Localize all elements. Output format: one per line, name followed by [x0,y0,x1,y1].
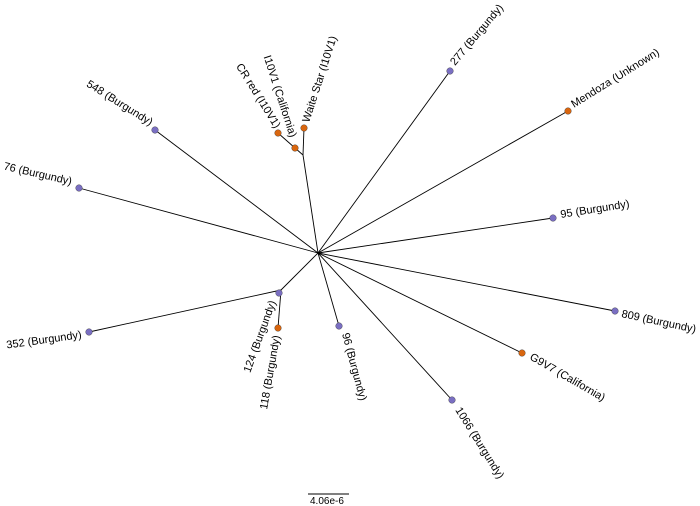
tree-tips [75,67,619,404]
tree-branches [78,70,616,401]
tip-label-t1066: 1066 (Burgundy) [452,405,506,481]
tip-label-t352: 352 (Burgundy) [6,329,83,351]
tip-label-t809: 809 (Burgundy) [620,308,697,336]
branch-tg9v7 [317,252,523,354]
tip-node-t277 [446,67,454,75]
branch-t76 [78,187,319,254]
tip-label-tmend: Mendoza (Unknown) [569,47,661,111]
tip-node-t352 [85,328,93,336]
tip-node-t76 [75,184,83,192]
tip-label-t548: 548 (Burgundy) [84,78,155,128]
branch-twait [302,127,305,156]
tree-labels: 277 (Burgundy) Mendoza (Unknown) 95 (Burgu… [2,2,697,481]
branch-t96 [317,252,340,327]
branch-t1066 [317,252,453,401]
tip-node-tg9v7 [518,349,526,357]
tip-node-t1066 [448,396,456,404]
branch-root-to-124-group [280,252,319,291]
tip-node-t809 [611,307,619,315]
tip-node-t95 [549,214,557,222]
tip-node-twait [300,124,308,132]
tip-label-twait: Waite Star (I10V1) [300,35,339,124]
branch-t352 [88,289,282,333]
tip-node-t118 [274,324,282,332]
tip-node-ti10 [291,144,299,152]
branch-t118 [277,289,282,329]
tip-node-t96 [335,322,343,330]
branch-tcr [277,132,296,149]
tip-node-t124 [275,289,283,297]
branch-root-to-clade [302,154,319,254]
tip-label-t76: 76 (Burgundy) [2,161,73,188]
tip-label-t96: 96 (Burgundy) [339,332,369,402]
scale-bar-label: 4.06e-6 [310,496,344,506]
branch-t809 [317,252,616,312]
tip-node-tcr [274,129,282,137]
branch-t95 [317,217,554,254]
tip-label-t95: 95 (Burgundy) [560,198,631,221]
tip-node-tmend [564,107,572,115]
branch-t277 [317,70,451,254]
scale-bar: 4.06e-6 [308,493,349,506]
tip-label-t277: 277 (Burgundy) [448,2,506,68]
branch-tmend [317,110,569,254]
tip-label-tg9v7: G9V7 (California) [528,351,608,404]
tip-node-t548 [151,126,159,134]
branch-t548 [154,129,319,254]
